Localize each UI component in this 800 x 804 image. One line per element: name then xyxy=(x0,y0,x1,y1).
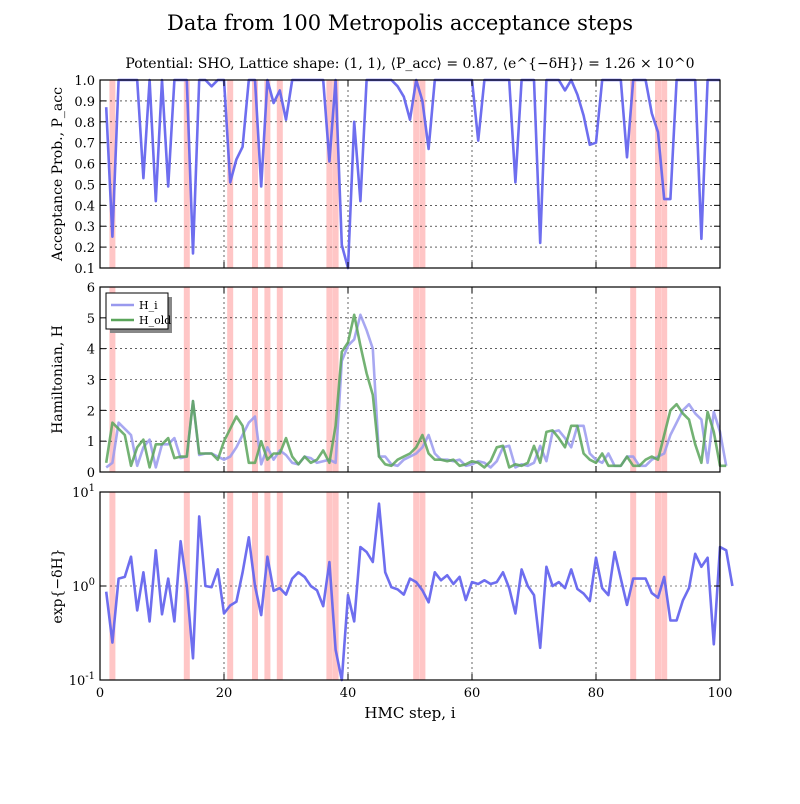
y-tick-label: 0 xyxy=(87,466,95,481)
x-tick-label: 80 xyxy=(588,686,605,701)
y-tick-label: 5 xyxy=(87,312,95,327)
rejected-step-band xyxy=(630,492,637,680)
rejected-step-band xyxy=(183,80,190,268)
rejected-step-band xyxy=(630,80,637,268)
y-tick-label: 0.9 xyxy=(74,95,95,110)
rejected-step-band xyxy=(264,492,271,680)
y-tick-label: 0.8 xyxy=(74,116,95,131)
x-tick-label: 0 xyxy=(96,686,104,701)
y-tick-label: 0.7 xyxy=(74,137,95,152)
rejected-step-band xyxy=(109,80,116,268)
rejected-step-band xyxy=(419,492,426,680)
y-axis-label: Hamiltonian, H xyxy=(50,325,66,434)
rejected-step-band xyxy=(264,287,271,472)
rejected-step-band xyxy=(109,492,116,680)
rejected-step-band xyxy=(630,287,637,472)
rejected-step-band xyxy=(326,80,333,268)
y-tick-label: 0.4 xyxy=(74,199,95,214)
x-tick-label: 40 xyxy=(340,686,357,701)
rejected-step-band xyxy=(276,287,283,472)
rejected-step-band xyxy=(264,80,271,268)
y-tick-label: 0.2 xyxy=(74,241,95,256)
legend-box xyxy=(105,292,169,330)
x-axis-label: HMC step, i xyxy=(364,704,455,722)
y-tick-label: 4 xyxy=(87,343,95,358)
panel-frame xyxy=(99,79,721,269)
legend-label: H_old xyxy=(139,314,171,327)
y-axis-label: Acceptance Prob., P_acc xyxy=(50,87,66,262)
y-tick-label: 0.6 xyxy=(74,158,95,173)
y-axis-label: exp{−δH} xyxy=(50,548,66,623)
rejected-step-band xyxy=(326,287,333,472)
rejected-step-band xyxy=(419,80,426,268)
rejected-step-band xyxy=(655,80,661,268)
chart-subtitle: Potential: SHO, Lattice shape: (1, 1), ⟨… xyxy=(125,56,694,72)
series-line-p-acc xyxy=(104,78,720,270)
rejected-step-band xyxy=(655,287,661,472)
y-tick-label: 6 xyxy=(87,281,95,296)
rejected-step-band xyxy=(332,80,339,268)
y-tick-label: 1 xyxy=(87,435,95,450)
rejected-step-band xyxy=(109,287,116,472)
rejected-step-band xyxy=(276,492,283,680)
y-tick-label: 10-1 xyxy=(69,671,95,689)
chart-title: Data from 100 Metropolis acceptance step… xyxy=(167,11,633,35)
rejected-step-band xyxy=(252,80,258,268)
y-tick-label: 0.1 xyxy=(74,262,95,277)
x-tick-label: 100 xyxy=(708,686,733,701)
rejected-step-band xyxy=(419,287,426,472)
rejected-step-band xyxy=(655,492,661,680)
legend-label: H_i xyxy=(139,299,158,312)
y-tick-label: 2 xyxy=(87,404,95,419)
y-tick-label: 0.5 xyxy=(74,178,95,193)
y-tick-label: 1.0 xyxy=(74,74,95,89)
y-tick-label: 100 xyxy=(72,577,95,595)
y-tick-label: 101 xyxy=(72,483,95,501)
y-tick-label: 0.3 xyxy=(74,220,95,235)
series-line-exp-dh- xyxy=(104,502,734,682)
x-tick-label: 60 xyxy=(464,686,481,701)
rejected-step-band xyxy=(326,492,333,680)
rejected-step-band xyxy=(276,80,283,268)
rejected-step-band xyxy=(413,80,420,268)
rejected-step-band xyxy=(661,287,668,472)
y-tick-label: 3 xyxy=(87,374,95,389)
series-line-h-old xyxy=(104,313,727,469)
x-tick-label: 20 xyxy=(216,686,233,701)
rejected-step-band xyxy=(661,80,668,268)
